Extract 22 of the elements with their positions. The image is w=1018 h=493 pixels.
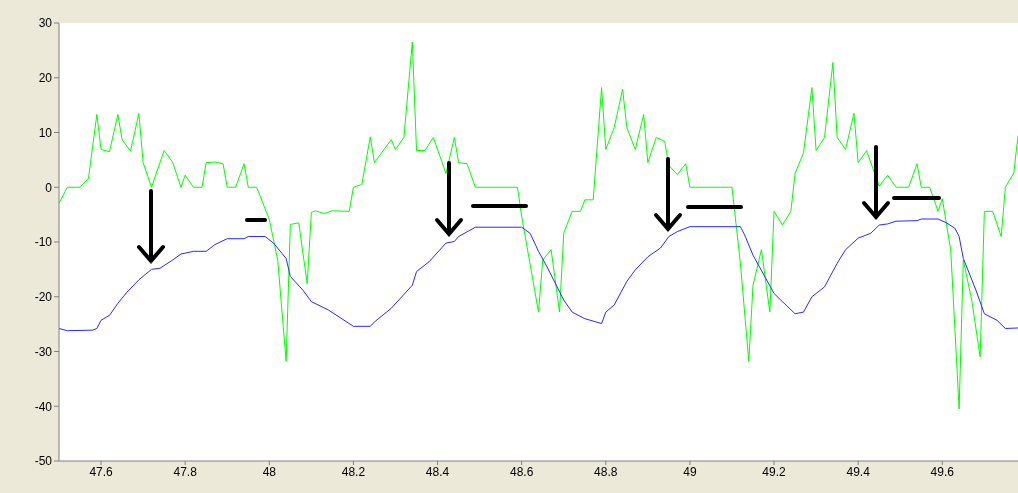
x-tick-label: 48 <box>262 464 277 479</box>
x-tick-label: 49.6 <box>930 464 955 479</box>
line-series <box>59 41 1018 410</box>
x-tick-label: 49.2 <box>762 464 787 479</box>
line-series <box>59 218 1018 332</box>
y-tick-label: 0 <box>45 180 53 195</box>
x-tick-label: 47.8 <box>173 464 198 479</box>
x-tick-label: 48.4 <box>425 464 450 479</box>
y-tick-label: 10 <box>38 125 53 140</box>
y-tick-label: 30 <box>38 16 53 31</box>
x-tick-label: 47.6 <box>89 464 114 479</box>
x-tick-label: 49 <box>683 464 697 479</box>
x-tick-label: 49.4 <box>846 464 871 479</box>
x-tick-label: 48.6 <box>510 464 534 479</box>
y-tick-label: -10 <box>34 235 53 250</box>
y-tick-label: 20 <box>38 71 53 86</box>
x-tick-label: 48.2 <box>341 464 366 479</box>
x-tick-label: 48.8 <box>594 464 618 479</box>
y-tick-label: -20 <box>34 290 53 305</box>
y-tick-label: -30 <box>34 344 53 359</box>
y-tick-label: -40 <box>34 399 53 414</box>
y-tick-label: -50 <box>34 454 53 469</box>
